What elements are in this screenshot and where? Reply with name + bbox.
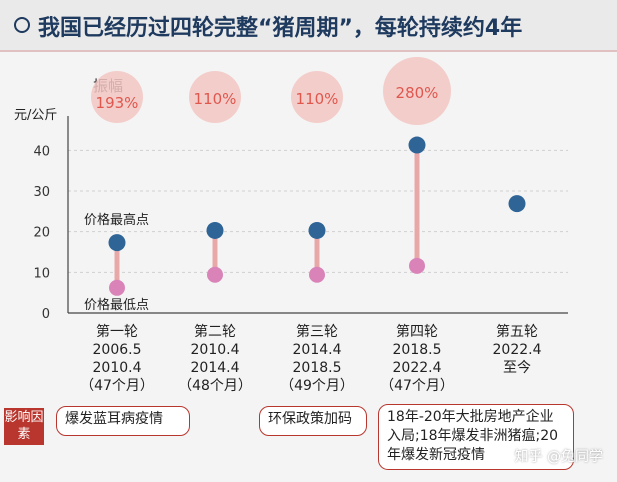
x-label-4-4: （47个月） — [380, 378, 454, 394]
factor-box-1: 爆发蓝耳病疫情 — [56, 406, 190, 436]
amplitude-bubble-4 — [383, 57, 451, 125]
x-label-5-1: 第五轮 — [496, 323, 538, 340]
amplitude-bubble-1 — [91, 71, 143, 123]
low-point-1 — [109, 279, 125, 296]
amplitude-bubble-3 — [291, 71, 343, 123]
factors-label: 影响因素 — [4, 408, 44, 445]
header-band — [0, 0, 617, 52]
amplitude-value-1: 193% — [96, 94, 139, 112]
high-point-4 — [408, 136, 426, 154]
high-point-annotation: 价格最高点 — [84, 212, 149, 228]
high-point-5 — [508, 195, 526, 213]
amplitude-value-2: 110% — [194, 90, 237, 108]
amplitude-value-3: 110% — [296, 90, 339, 108]
high-point-3 — [308, 221, 326, 239]
x-label-4-3: 2022.4 — [393, 360, 442, 376]
x-label-3-1: 第三轮 — [296, 323, 338, 340]
y-tick-label-10: 10 — [33, 266, 50, 281]
x-label-1-2: 2006.5 — [93, 342, 142, 358]
x-label-5-3: 至今 — [503, 360, 531, 376]
low-point-annotation: 价格最低点 — [84, 297, 149, 313]
chart-title-text: 我国已经历过四轮完整“猪周期”，每轮持续约4年 — [38, 16, 523, 41]
x-label-5-2: 2022.4 — [493, 342, 542, 358]
x-label-3-2: 2014.4 — [293, 342, 342, 358]
high-point-2 — [206, 221, 224, 239]
circle-bullet-icon — [14, 17, 30, 33]
factor-box-4: 18年-20年大批房地产企业入局;18年爆发非洲猪瘟;20年爆发新冠疫情 — [378, 404, 574, 470]
y-tick-label-30: 30 — [33, 185, 50, 200]
header-divider — [0, 50, 617, 52]
y-axis-title: 元/公斤 — [14, 108, 57, 123]
high-point-1 — [108, 234, 126, 252]
x-label-3-3: 2018.5 — [293, 360, 342, 376]
x-label-2-1: 第二轮 — [194, 323, 236, 340]
x-label-2-3: 2014.4 — [191, 360, 240, 376]
x-label-2-4: （48个月） — [178, 378, 252, 394]
amplitude-value-4: 280% — [396, 84, 439, 102]
low-point-2 — [207, 266, 223, 283]
amplitude-bubble-2 — [189, 71, 241, 123]
factor-box-3: 环保政策加码 — [259, 406, 367, 436]
low-point-4 — [409, 257, 425, 274]
watermark: 知乎 @兔同学 — [514, 449, 603, 465]
x-label-4-1: 第四轮 — [396, 323, 438, 340]
chart-title: 我国已经历过四轮完整“猪周期”，每轮持续约4年 — [14, 10, 522, 42]
low-point-3 — [309, 266, 325, 283]
y-tick-label-0: 0 — [42, 307, 50, 322]
x-label-1-3: 2010.4 — [93, 360, 142, 376]
x-label-2-2: 2010.4 — [191, 342, 240, 358]
x-label-4-2: 2018.5 — [393, 342, 442, 358]
y-tick-label-40: 40 — [33, 144, 50, 159]
x-label-3-4: （49个月） — [280, 378, 354, 394]
x-label-1-4: （47个月） — [80, 378, 154, 394]
y-tick-label-20: 20 — [33, 226, 50, 241]
x-label-1-1: 第一轮 — [96, 323, 138, 340]
